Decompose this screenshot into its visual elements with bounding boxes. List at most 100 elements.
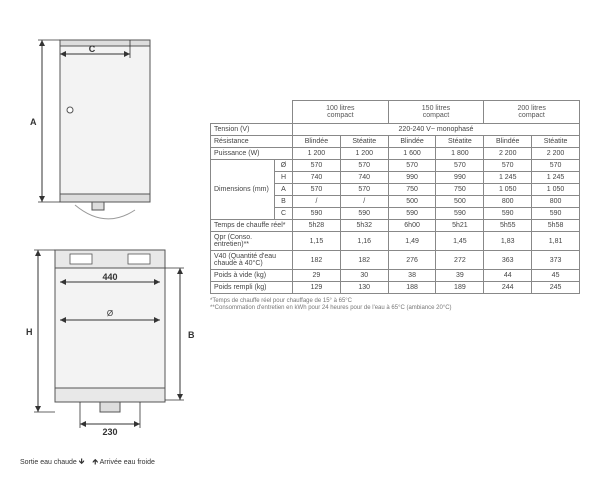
cell: Stéatite [436,136,484,148]
cell: 570 [293,160,341,172]
hdr-200-l2: compact [486,112,577,119]
cell: 590 [436,208,484,220]
cell: 244 [484,282,532,294]
hdr-100-l1: 100 litres [295,105,386,112]
cell: 740 [340,172,388,184]
legend-outlet: Sortie eau chaude [20,459,77,466]
row-label: Tension (V) [211,124,293,136]
arrow-up-icon: 🡹 [92,456,98,470]
front-view-svg: H B 440 Ø [20,240,200,450]
cell: 5h32 [340,220,388,232]
table-row: Dimensions (mm)Ø570570570570570570 [211,160,580,172]
cell: 5h58 [532,220,580,232]
cell: 1,49 [388,232,436,251]
cell: 1 245 [484,172,532,184]
table-row: Temps de chauffe réel*5h285h326h005h215h… [211,220,580,232]
row-sublabel: H [275,172,293,184]
cell: Stéatite [340,136,388,148]
cell: 182 [340,251,388,270]
cell: 570 [340,160,388,172]
cell: 5h28 [293,220,341,232]
cell: 570 [532,160,580,172]
legend-inlet: Arrivée eau froide [100,459,155,466]
footnote-2: **Consommation d'entretien en kWh pour 2… [210,305,580,312]
label-230: 230 [102,427,117,437]
cell: 1 600 [388,148,436,160]
cell: 570 [293,184,341,196]
hdr-200: 200 litres compact [484,101,580,124]
cell: 39 [436,270,484,282]
label-H: H [26,327,33,337]
cell: 1,83 [484,232,532,251]
cell: 2 200 [484,148,532,160]
cell: 590 [532,208,580,220]
cell: Blindée [484,136,532,148]
cell: 570 [484,160,532,172]
row-label: Qpr (Conso. entretien)** [211,232,293,251]
label-440: 440 [102,272,117,282]
hdr-150-l1: 150 litres [391,105,482,112]
cell: 130 [340,282,388,294]
hdr-200-l1: 200 litres [486,105,577,112]
label-B: B [188,330,195,340]
hdr-100-l2: compact [295,112,386,119]
cell: 189 [436,282,484,294]
diagram-front-view: H B 440 Ø [20,240,200,450]
cell: Stéatite [532,136,580,148]
row-label: Résistance [211,136,293,148]
cell: 30 [340,270,388,282]
cell: 1 200 [340,148,388,160]
footnotes: *Temps de chauffe réel pour chauffage de… [210,298,580,312]
cell: 129 [293,282,341,294]
row-sublabel: A [275,184,293,196]
row-label: Poids rempli (kg) [211,282,293,294]
cell: 220-240 V~ monophasé [293,124,580,136]
cell: 276 [388,251,436,270]
cell: 570 [388,160,436,172]
cell: 188 [388,282,436,294]
diagram-panel: A C [0,0,210,500]
cell: 500 [388,196,436,208]
cell: 373 [532,251,580,270]
cell: 1,81 [532,232,580,251]
arrow-down-icon: 🡻 [79,456,85,470]
table-row: V40 (Quantité d'eau chaude à 40°C)182182… [211,251,580,270]
table-row: Qpr (Conso. entretien)**1,151,161,491,45… [211,232,580,251]
row-sublabel: C [275,208,293,220]
cell: 800 [532,196,580,208]
table-row: Puissance (W)1 2001 2001 6001 8002 2002 … [211,148,580,160]
spec-table: 100 litres compact 150 litres compact 20… [210,100,580,294]
header-row-groups: 100 litres compact 150 litres compact 20… [211,101,580,124]
row-label: Puissance (W) [211,148,293,160]
cell: 1,16 [340,232,388,251]
table-row: Tension (V)220-240 V~ monophasé [211,124,580,136]
table-body: Tension (V)220-240 V~ monophaséRésistanc… [211,124,580,294]
cell: 1 200 [293,148,341,160]
cell: Blindée [293,136,341,148]
cell: 800 [484,196,532,208]
table-row: Poids rempli (kg)129130188189244245 [211,282,580,294]
table-row: Poids à vide (kg)293038394445 [211,270,580,282]
cell: Blindée [388,136,436,148]
footnote-1: *Temps de chauffe réel pour chauffage de… [210,298,580,305]
cell: 29 [293,270,341,282]
cell: 45 [532,270,580,282]
cell: / [340,196,388,208]
cell: 272 [436,251,484,270]
hdr-150: 150 litres compact [388,101,484,124]
row-label: Poids à vide (kg) [211,270,293,282]
cell: 750 [388,184,436,196]
container: A C [0,0,600,500]
cell: 500 [436,196,484,208]
table-row: RésistanceBlindéeStéatiteBlindéeStéatite… [211,136,580,148]
cell: 1 245 [532,172,580,184]
table-panel: 100 litres compact 150 litres compact 20… [210,0,590,500]
cell: 990 [388,172,436,184]
cell: 740 [293,172,341,184]
row-label: V40 (Quantité d'eau chaude à 40°C) [211,251,293,270]
cell: 590 [293,208,341,220]
cell: 750 [436,184,484,196]
cell: 38 [388,270,436,282]
row-sublabel: Ø [275,160,293,172]
side-view-svg: A C [20,30,180,230]
